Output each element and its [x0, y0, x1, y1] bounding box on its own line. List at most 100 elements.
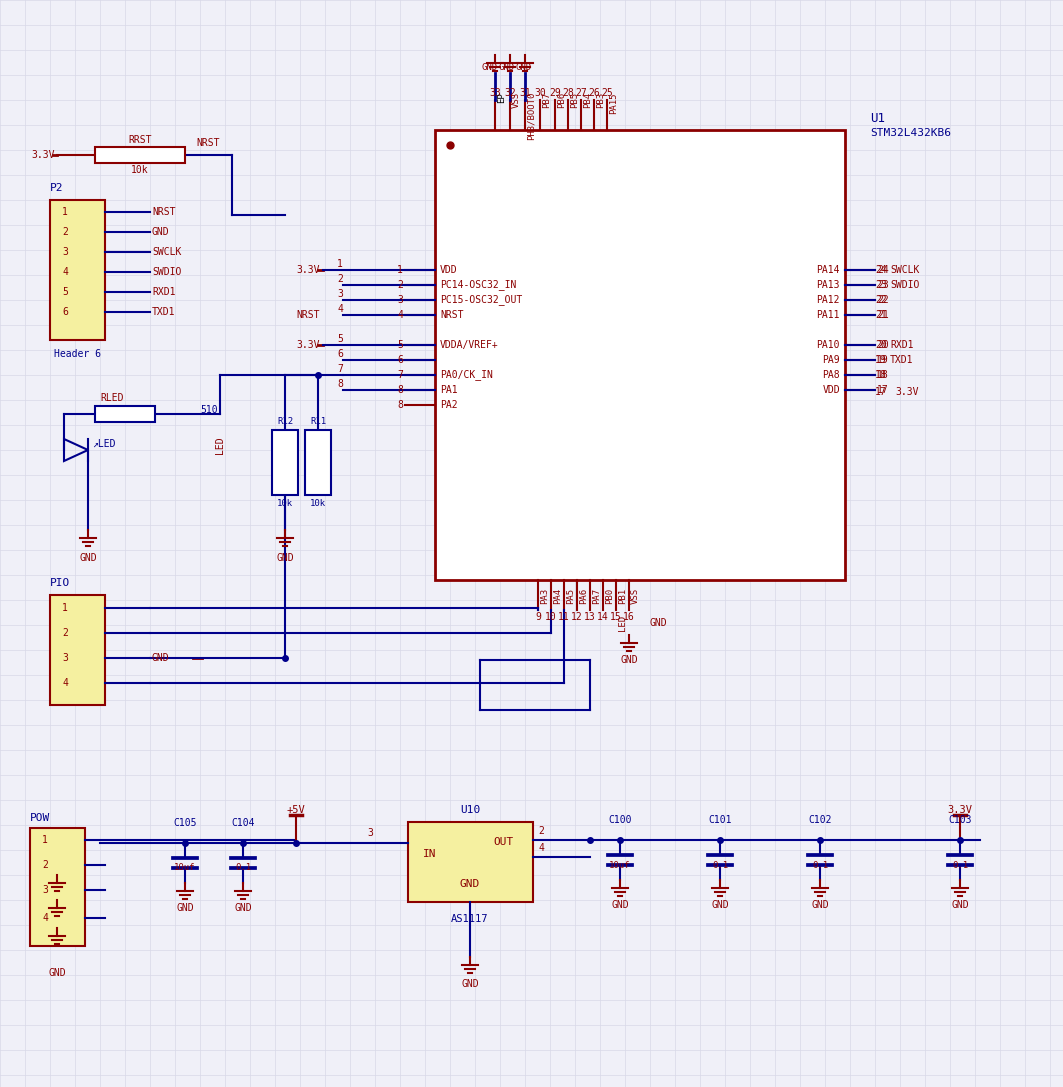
- Text: 17: 17: [875, 387, 887, 397]
- Text: 10k: 10k: [277, 499, 293, 508]
- Text: 7: 7: [337, 364, 343, 374]
- Text: TXD1: TXD1: [890, 355, 913, 365]
- Text: 7: 7: [398, 370, 403, 380]
- Text: PA9: PA9: [823, 355, 840, 365]
- Text: PA11: PA11: [816, 310, 840, 320]
- Text: R11: R11: [310, 417, 326, 426]
- Text: GND: GND: [152, 653, 170, 663]
- Text: GND: GND: [649, 619, 668, 628]
- Text: 2: 2: [337, 274, 343, 284]
- Text: 1: 1: [337, 259, 343, 268]
- Text: 4: 4: [43, 913, 48, 923]
- Text: LED: LED: [618, 615, 627, 632]
- Text: GND: GND: [48, 969, 66, 978]
- Text: 15: 15: [610, 612, 622, 622]
- Text: C102: C102: [808, 815, 831, 825]
- Bar: [30, 828, 85, 946]
- Text: C105: C105: [173, 819, 197, 828]
- Text: 20: 20: [877, 340, 889, 350]
- Text: 27: 27: [575, 88, 587, 98]
- Text: GND: GND: [711, 900, 729, 910]
- Text: C101: C101: [708, 815, 731, 825]
- Text: GND: GND: [482, 63, 499, 72]
- Text: 2: 2: [62, 628, 68, 638]
- Text: 16: 16: [623, 612, 635, 622]
- Text: U1: U1: [870, 112, 885, 125]
- Text: +5V: +5V: [287, 805, 305, 815]
- Text: PA10: PA10: [816, 340, 840, 350]
- Text: 10k: 10k: [131, 165, 149, 175]
- Text: 19: 19: [875, 355, 887, 365]
- Text: RXD1: RXD1: [152, 287, 175, 297]
- Text: PA5: PA5: [566, 588, 575, 604]
- Bar: [50, 200, 105, 340]
- Text: RLED: RLED: [100, 393, 123, 403]
- Text: OUT: OUT: [493, 837, 513, 847]
- Text: 3: 3: [367, 828, 373, 838]
- Text: 5: 5: [62, 287, 68, 297]
- Text: PA12: PA12: [816, 295, 840, 305]
- Text: 6: 6: [337, 349, 343, 359]
- Text: 4: 4: [398, 310, 403, 320]
- Text: GND: GND: [234, 903, 252, 913]
- Text: R12: R12: [277, 417, 293, 426]
- Text: 33: 33: [489, 88, 501, 98]
- Bar: [435, 130, 845, 580]
- Text: PB6: PB6: [557, 92, 566, 108]
- Text: 3.3V: 3.3V: [297, 340, 320, 350]
- Text: GND: GND: [620, 655, 638, 665]
- Text: GND: GND: [499, 63, 516, 72]
- Text: SWCLK: SWCLK: [152, 247, 182, 257]
- Bar: [305, 430, 331, 495]
- Text: C104: C104: [232, 819, 255, 828]
- Text: 18: 18: [875, 370, 887, 380]
- Text: PA14: PA14: [816, 265, 840, 275]
- Text: 1: 1: [62, 603, 68, 613]
- Text: 3: 3: [62, 653, 68, 663]
- Text: 5: 5: [337, 334, 343, 343]
- Text: 20: 20: [875, 340, 887, 350]
- Text: VDD: VDD: [440, 265, 458, 275]
- Text: 6: 6: [398, 355, 403, 365]
- Text: 10: 10: [545, 612, 557, 622]
- Text: PB3: PB3: [596, 92, 605, 108]
- Text: NRST: NRST: [297, 310, 320, 320]
- Text: 2: 2: [43, 860, 48, 870]
- Text: PB7: PB7: [542, 92, 551, 108]
- Text: VSS: VSS: [631, 588, 640, 604]
- Text: 17: 17: [877, 385, 889, 395]
- Text: 21: 21: [877, 310, 889, 320]
- Text: VDDA/VREF+: VDDA/VREF+: [440, 340, 499, 350]
- Text: AS1117: AS1117: [452, 914, 489, 924]
- Text: 10uf: 10uf: [609, 861, 630, 870]
- Text: 8: 8: [398, 400, 403, 410]
- Text: 32: 32: [504, 88, 516, 98]
- Text: PA3: PA3: [540, 588, 549, 604]
- Text: 0.1: 0.1: [952, 861, 968, 870]
- Text: PA7: PA7: [592, 588, 601, 604]
- Text: 3: 3: [62, 247, 68, 257]
- Text: ↗LED: ↗LED: [92, 439, 116, 449]
- Text: 3: 3: [398, 295, 403, 305]
- Text: 510: 510: [200, 405, 218, 415]
- Text: 3.3V: 3.3V: [297, 265, 320, 275]
- Text: SWDIO: SWDIO: [152, 267, 182, 277]
- Bar: [95, 407, 155, 422]
- Text: PIO: PIO: [50, 578, 70, 588]
- Text: 5: 5: [398, 340, 403, 350]
- Text: 4: 4: [337, 304, 343, 314]
- Text: 10k: 10k: [310, 499, 326, 508]
- Text: 18: 18: [877, 370, 889, 380]
- Text: 1: 1: [398, 265, 403, 275]
- Text: 13: 13: [585, 612, 596, 622]
- Text: 0.1: 0.1: [812, 861, 828, 870]
- Text: 3.3V: 3.3V: [895, 387, 918, 397]
- Text: PB1: PB1: [618, 588, 627, 604]
- Text: 2: 2: [398, 280, 403, 290]
- Text: PA8: PA8: [823, 370, 840, 380]
- Text: PB5: PB5: [570, 92, 579, 108]
- Text: IN: IN: [423, 849, 437, 859]
- Text: 14: 14: [597, 612, 609, 622]
- Text: NRST: NRST: [440, 310, 463, 320]
- Text: 9: 9: [535, 612, 541, 622]
